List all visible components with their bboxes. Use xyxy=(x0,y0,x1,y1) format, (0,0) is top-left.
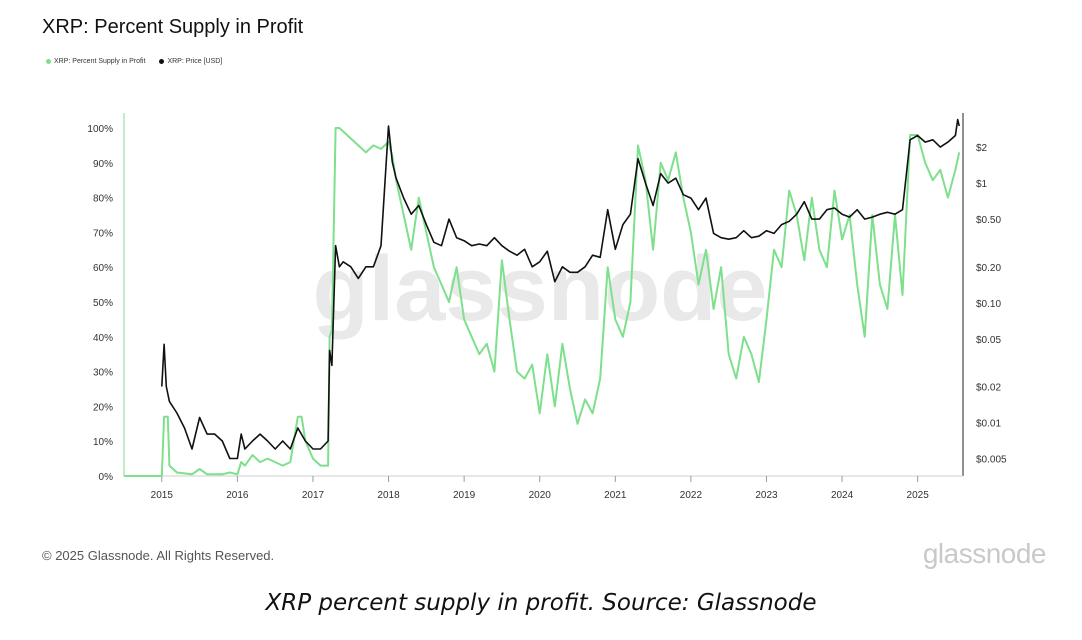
x-tick-label: 2020 xyxy=(529,490,552,501)
left-tick-label: 70% xyxy=(93,228,113,239)
right-tick-label: $1 xyxy=(976,179,988,190)
right-tick-label: $0.05 xyxy=(976,335,1001,346)
right-tick-label: $0.50 xyxy=(976,215,1001,226)
watermark-text: glassnode xyxy=(312,238,767,340)
x-tick-label: 2021 xyxy=(604,490,627,501)
series-price-line xyxy=(161,118,960,460)
legend-label-supply: XRP: Percent Supply in Profit xyxy=(54,58,146,65)
legend-dot-price xyxy=(159,59,165,64)
right-tick-label: $0.005 xyxy=(976,455,1007,466)
left-tick-label: 10% xyxy=(93,437,113,448)
figure-caption: XRP percent supply in profit. Source: Gl… xyxy=(265,590,817,616)
copyright-text: © 2025 Glassnode. All Rights Reserved. xyxy=(42,548,275,563)
right-tick-label: $2 xyxy=(976,143,988,154)
left-tick-label: 0% xyxy=(99,472,114,483)
right-tick-label: $0.02 xyxy=(976,382,1001,393)
right-axis: $0.005 $0.01 $0.02 $0.05 $0.10 $0.20 $0.50 $1 $2 xyxy=(962,113,1007,476)
x-tick-label: 2022 xyxy=(680,490,703,501)
x-tick-label: 2018 xyxy=(377,490,400,501)
left-tick-label: 60% xyxy=(93,263,113,274)
left-tick-label: 50% xyxy=(93,298,113,309)
series-supply-in-profit-line xyxy=(124,127,961,477)
left-tick-label: 100% xyxy=(87,124,113,135)
chart-svg: glassnode 0% 10% 20% 30% 40% 50% 60% 70% 80% 90% 1… xyxy=(87,113,1007,501)
x-axis: 2015 2016 2017 2018 2019 2020 2021 2022 2023 2024… xyxy=(124,475,963,501)
x-tick-label: 2017 xyxy=(302,490,325,501)
legend-item-price[interactable]: XRP: Price [USD] xyxy=(159,58,222,65)
x-tick-label: 2025 xyxy=(907,490,930,501)
x-tick-label: 2019 xyxy=(453,490,476,501)
legend: XRP: Percent Supply in Profit XRP: Price… xyxy=(46,58,222,65)
x-tick-label: 2016 xyxy=(226,490,249,501)
chart-card: XRP: Percent Supply in Profit XRP: Perce… xyxy=(42,16,1047,569)
left-tick-label: 20% xyxy=(93,402,113,413)
plot-area xyxy=(124,118,961,477)
left-axis: 0% 10% 20% 30% 40% 50% 60% 70% 80% 90% 100% xyxy=(87,113,125,483)
legend-label-price: XRP: Price [USD] xyxy=(167,58,223,65)
left-tick-label: 80% xyxy=(93,194,113,205)
left-tick-label: 40% xyxy=(93,333,113,344)
x-tick-label: 2015 xyxy=(151,490,174,501)
left-tick-label: 90% xyxy=(93,159,113,170)
chart-title: XRP: Percent Supply in Profit xyxy=(42,16,304,38)
legend-dot-supply xyxy=(46,59,51,64)
x-tick-label: 2024 xyxy=(831,490,854,501)
right-tick-label: $0.10 xyxy=(976,299,1001,310)
legend-item-supply[interactable]: XRP: Percent Supply in Profit xyxy=(46,58,145,65)
glassnode-logo: glassnode xyxy=(922,538,1047,569)
right-tick-label: $0.20 xyxy=(976,263,1001,274)
left-tick-label: 30% xyxy=(93,368,113,379)
right-tick-label: $0.01 xyxy=(976,418,1001,429)
x-tick-label: 2023 xyxy=(755,490,778,501)
